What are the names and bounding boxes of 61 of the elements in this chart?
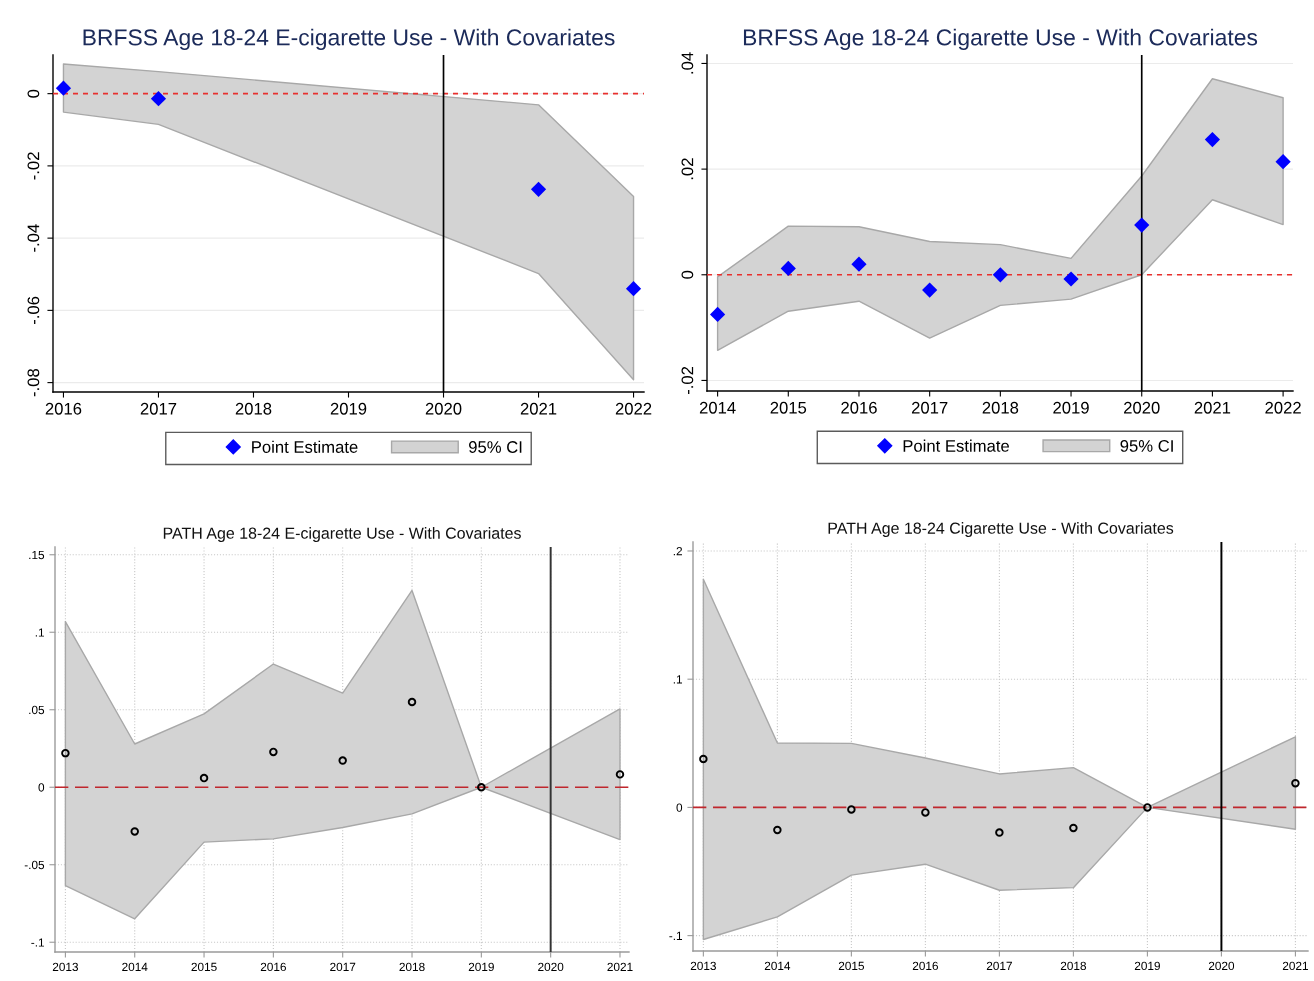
y-tick-label: .04 [681,52,694,74]
x-tick-label: 2021 [1194,401,1231,414]
x-tick-label: 2020 [425,402,462,415]
y-tick-label: 0 [681,270,694,279]
x-tick-label: 2020 [1208,961,1235,971]
x-tick-label: 2018 [1060,961,1087,971]
x-tick-label: 2017 [140,402,177,415]
x-tick-label: 2021 [520,402,557,415]
y-tick-label: .15 [29,550,45,560]
x-tick-label: 2016 [45,402,82,415]
x-tick-label: 2015 [191,962,217,972]
legend-label: 95% CI [1120,440,1173,452]
x-tick-label: 2017 [330,962,356,972]
x-tick-label: 2019 [1134,961,1160,971]
legend-label: 95% CI [469,441,522,453]
x-tick-label: 2013 [690,961,716,971]
x-tick-label: 2016 [260,962,286,972]
x-tick-label: 2016 [841,401,877,414]
y-tick-label: -.08 [27,368,40,397]
y-tick-label: .1 [673,675,683,684]
x-tick-label: 2018 [235,402,272,415]
x-tick-label: 2017 [911,401,948,414]
y-tick-label: -.04 [27,224,40,252]
legend-label: Point Estimate [252,440,358,453]
y-tick-label: .2 [673,547,682,556]
x-tick-label: 2022 [1265,401,1301,414]
y-tick-label: -.02 [27,152,40,180]
y-tick-label: .02 [681,158,694,180]
chart-title: PATH Age 18-24 E-cigarette Use - With Covariates [163,527,521,542]
x-tick-label: 2022 [615,402,652,415]
x-tick-label: 2021 [1282,961,1308,971]
x-tick-label: 2014 [764,961,791,971]
x-tick-label: 2020 [1124,401,1160,414]
x-tick-label: 2018 [982,401,1019,414]
x-tick-label: 2016 [912,961,938,971]
x-tick-label: 2014 [699,401,736,414]
y-tick-label: 0 [676,803,683,812]
y-tick-label: .05 [29,705,45,715]
x-tick-label: 2018 [399,962,425,972]
x-tick-label: 2015 [838,961,865,971]
y-tick-label: -.05 [24,860,45,870]
chart-title: BRFSS Age 18-24 E-cigarette Use - With Covariates [83,28,615,51]
x-tick-label: 2014 [122,962,148,972]
y-tick-label: -.1 [31,938,45,947]
x-tick-label: 2020 [538,962,564,972]
x-tick-label: 2019 [330,402,367,415]
x-tick-label: 2021 [607,962,633,972]
x-tick-label: 2015 [770,401,807,414]
y-tick-label: .1 [35,628,45,637]
y-tick-label: -.02 [681,366,694,395]
y-tick-label: 0 [27,89,40,98]
x-tick-label: 2017 [986,961,1012,971]
chart-title: PATH Age 18-24 Cigarette Use - With Covariates [828,522,1174,537]
y-tick-label: -.06 [27,296,40,324]
legend-label: Point Estimate [903,439,1009,452]
y-tick-label: -.1 [669,931,683,940]
chart-title: BRFSS Age 18-24 Cigarette Use - With Covariates [743,28,1258,51]
x-tick-label: 2019 [468,962,494,972]
x-tick-label: 2019 [1053,401,1089,414]
y-tick-label: 0 [38,783,45,792]
x-tick-label: 2013 [52,962,79,972]
